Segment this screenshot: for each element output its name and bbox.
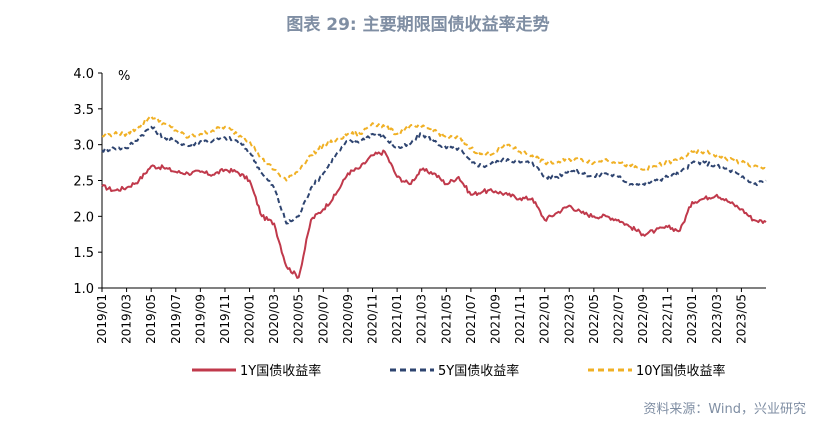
y-tick-label: 2.5 <box>73 175 94 190</box>
series-line-2 <box>101 125 767 225</box>
x-tick-label: 2022/01 <box>538 294 552 344</box>
legend-label-1: 1Y国债收益率 <box>240 363 321 379</box>
x-tick-label: 2023/03 <box>710 294 724 344</box>
x-tick-label: 2019/11 <box>218 294 232 344</box>
series-line-3 <box>101 115 767 182</box>
x-tick-label: 2019/03 <box>120 294 134 344</box>
x-tick-label: 2021/05 <box>439 294 453 344</box>
x-tick-label: 2022/05 <box>587 294 601 344</box>
x-tick-label: 2020/03 <box>267 294 281 344</box>
x-tick-label: 2019/09 <box>193 294 207 344</box>
x-tick-label: 2021/11 <box>513 294 527 344</box>
x-tick-label: 2022/03 <box>562 294 576 344</box>
y-tick-label: 3.5 <box>73 103 94 118</box>
x-tick-label: 2021/09 <box>488 294 502 344</box>
chart-title: 图表 29: 主要期限国债收益率走势 <box>286 15 550 35</box>
x-tick-label: 2020/01 <box>243 294 257 344</box>
y-tick-label: 1.5 <box>73 246 94 261</box>
y-tick-label: 2.0 <box>73 210 94 225</box>
x-tick-label: 2022/07 <box>611 294 625 344</box>
x-tick-label: 2022/09 <box>636 294 650 344</box>
y-tick-label: 1.0 <box>73 282 94 297</box>
y-tick-label: 4.0 <box>73 67 94 82</box>
x-tick-label: 2020/09 <box>341 294 355 344</box>
series-lines <box>101 115 767 279</box>
x-tick-label: 2020/11 <box>366 294 380 344</box>
x-tick-label: 2023/01 <box>685 294 699 344</box>
source-note: 资料来源：Wind，兴业研究 <box>643 402 806 417</box>
x-tick-label: 2019/01 <box>95 294 109 344</box>
x-tick-label: 2021/03 <box>415 294 429 344</box>
x-tick-label: 2019/07 <box>169 294 183 344</box>
x-tick-label: 2020/07 <box>316 294 330 344</box>
series-line-1 <box>101 149 767 279</box>
x-tick-label: 2023/05 <box>734 294 748 344</box>
legend-label-3: 10Y国债收益率 <box>636 363 725 379</box>
x-tick-label: 2021/07 <box>464 294 478 344</box>
x-tick-label: 2022/11 <box>661 294 675 344</box>
legend-label-2: 5Y国债收益率 <box>438 363 519 379</box>
y-tick-label: 3.0 <box>73 139 94 154</box>
x-tick-label: 2019/05 <box>144 294 158 344</box>
y-axis-unit: % <box>118 69 130 84</box>
x-tick-label: 2021/01 <box>390 294 404 344</box>
x-tick-label: 2020/05 <box>292 294 306 344</box>
axes: 4.0 3.5 3.0 2.5 2.0 1.5 1.0% 2019/01 2019/03 2019… <box>73 67 766 344</box>
legend: 1Y国债收益率 5Y国债收益率 10Y国债收益率 <box>192 363 725 379</box>
